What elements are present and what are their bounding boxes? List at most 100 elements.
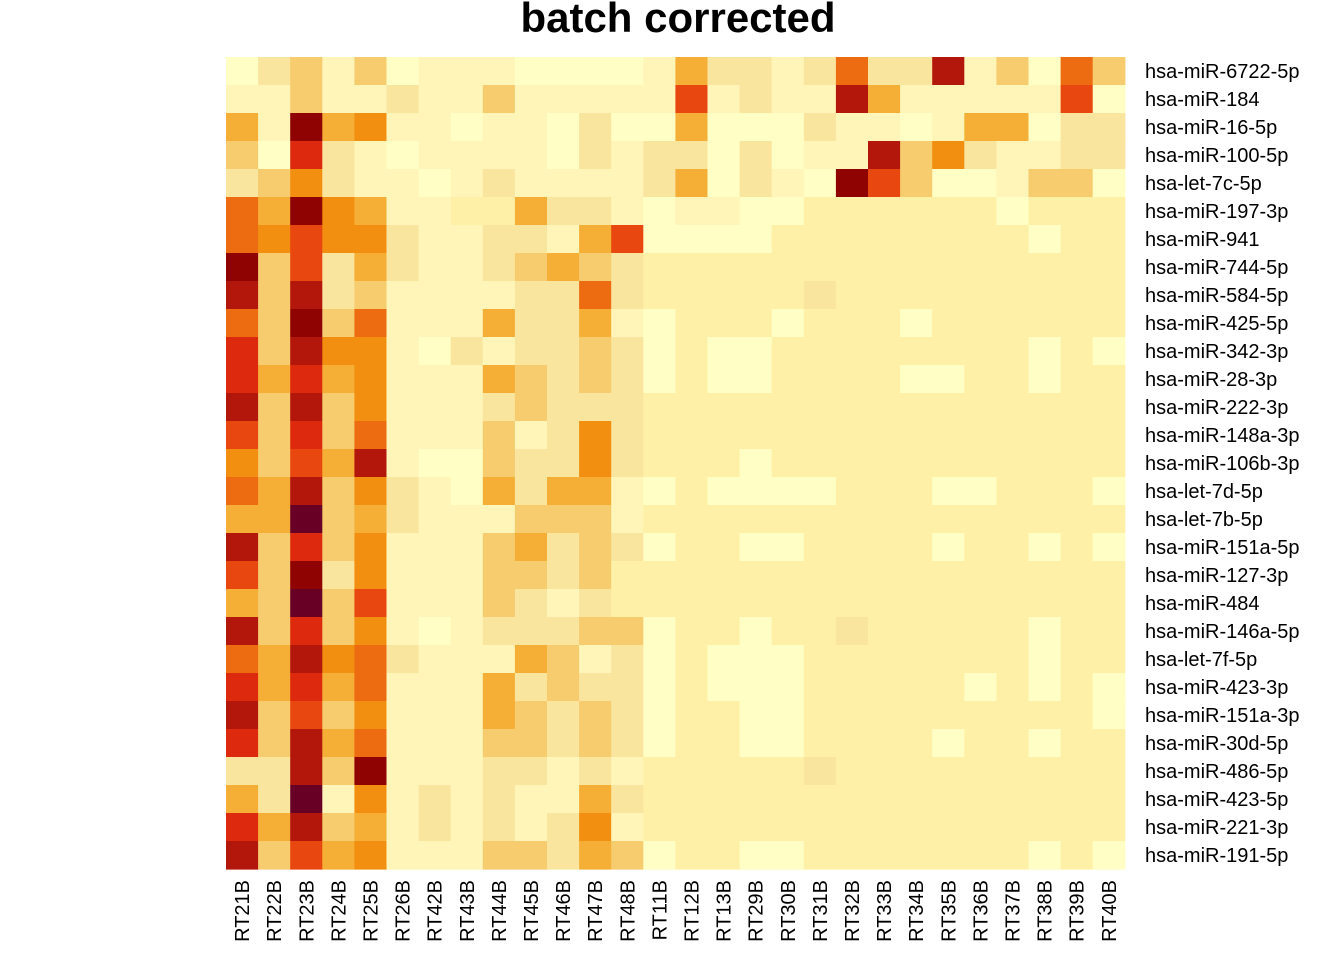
heatmap-cell xyxy=(868,505,901,534)
heatmap-cell xyxy=(547,505,580,534)
heatmap-cell xyxy=(643,225,676,254)
heatmap-cell xyxy=(226,533,259,562)
heatmap-cell xyxy=(803,141,837,170)
heatmap-cell xyxy=(1092,505,1126,534)
heatmap-cell xyxy=(290,113,323,142)
heatmap-cell xyxy=(450,841,484,870)
heatmap-cell xyxy=(1060,141,1094,170)
row-label: hsa-miR-484 xyxy=(1145,593,1259,615)
heatmap-cell xyxy=(354,113,388,142)
heatmap-cell xyxy=(290,729,323,758)
heatmap-cell xyxy=(739,141,773,170)
heatmap-cell xyxy=(868,281,901,310)
heatmap-cell xyxy=(643,729,676,758)
heatmap-cell xyxy=(707,701,741,730)
heatmap-cell xyxy=(1028,477,1062,506)
heatmap-cell xyxy=(450,169,484,198)
heatmap-cell xyxy=(482,841,516,870)
column-label: RT43B xyxy=(457,880,479,942)
heatmap-cell xyxy=(932,561,965,590)
heatmap-cell xyxy=(1092,85,1126,114)
heatmap-cell xyxy=(418,701,452,730)
heatmap-cell xyxy=(547,57,580,86)
heatmap-cell xyxy=(964,421,997,450)
heatmap-cell xyxy=(354,757,388,786)
heatmap-cell xyxy=(514,589,548,618)
heatmap-cell xyxy=(771,645,805,674)
heatmap-cell xyxy=(386,421,420,450)
heatmap-cell xyxy=(1092,785,1126,814)
heatmap-cell xyxy=(322,477,355,506)
heatmap-cell xyxy=(547,477,580,506)
heatmap-cell xyxy=(739,841,773,870)
heatmap-cell xyxy=(547,785,580,814)
heatmap-cell xyxy=(868,141,901,170)
heatmap-cell xyxy=(450,365,484,394)
heatmap-cell xyxy=(386,533,420,562)
heatmap-cell xyxy=(643,757,676,786)
heatmap-cell xyxy=(547,813,580,842)
heatmap-cell xyxy=(226,449,259,478)
heatmap-cell xyxy=(1092,813,1126,842)
heatmap-cell xyxy=(290,309,323,338)
heatmap-cell xyxy=(996,337,1030,366)
heatmap-cell xyxy=(611,785,644,814)
heatmap-cell xyxy=(835,113,869,142)
heatmap-cell xyxy=(868,841,901,870)
heatmap-cell xyxy=(290,841,323,870)
heatmap-cell xyxy=(835,57,869,86)
heatmap-cell xyxy=(996,589,1030,618)
heatmap-cell xyxy=(418,225,452,254)
column-label: RT38B xyxy=(1035,880,1057,942)
heatmap-cell xyxy=(1060,617,1094,646)
heatmap-cell xyxy=(450,813,484,842)
heatmap-cell xyxy=(868,673,901,702)
heatmap-cell xyxy=(579,757,612,786)
heatmap-cell xyxy=(450,225,484,254)
heatmap-cell xyxy=(835,169,869,198)
heatmap-cell xyxy=(932,533,965,562)
heatmap-cell xyxy=(322,365,355,394)
heatmap-cell xyxy=(996,113,1030,142)
heatmap-cell xyxy=(739,589,773,618)
heatmap-cell xyxy=(1028,645,1062,674)
heatmap-cell xyxy=(932,309,965,338)
heatmap-cell xyxy=(386,589,420,618)
row-label: hsa-miR-100-5p xyxy=(1145,145,1288,167)
heatmap-cell xyxy=(1092,729,1126,758)
heatmap-cell xyxy=(579,337,612,366)
heatmap-cell xyxy=(450,589,484,618)
heatmap-cell xyxy=(1060,449,1094,478)
heatmap-cell xyxy=(932,113,965,142)
heatmap-cell xyxy=(739,757,773,786)
heatmap-cell xyxy=(803,57,837,86)
column-label: RT42B xyxy=(425,880,447,942)
heatmap-cell xyxy=(482,645,516,674)
heatmap-cell xyxy=(579,225,612,254)
heatmap-cell xyxy=(675,477,709,506)
heatmap-cell xyxy=(418,533,452,562)
heatmap-cell xyxy=(514,757,548,786)
heatmap-cell xyxy=(579,561,612,590)
row-label: hsa-miR-423-5p xyxy=(1145,789,1288,811)
heatmap-cell xyxy=(1028,393,1062,422)
heatmap-cell xyxy=(771,85,805,114)
heatmap-cell xyxy=(450,729,484,758)
heatmap-cell xyxy=(643,421,676,450)
heatmap-cell xyxy=(290,449,323,478)
heatmap-cell xyxy=(354,141,388,170)
heatmap-cell xyxy=(579,841,612,870)
heatmap-cell xyxy=(675,841,709,870)
heatmap-cell xyxy=(354,169,388,198)
heatmap-cell xyxy=(482,309,516,338)
heatmap-cell xyxy=(643,309,676,338)
heatmap-cell xyxy=(932,757,965,786)
heatmap-cell xyxy=(900,197,933,226)
heatmap-cell xyxy=(418,365,452,394)
heatmap-cell xyxy=(354,561,388,590)
heatmap-cell xyxy=(226,477,259,506)
heatmap-cell xyxy=(514,281,548,310)
heatmap-cell xyxy=(482,85,516,114)
heatmap-cell xyxy=(964,841,997,870)
heatmap-cell xyxy=(771,57,805,86)
